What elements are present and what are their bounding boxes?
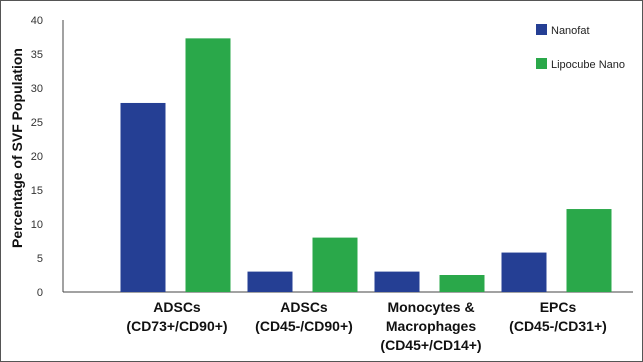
x-category-label-line: Monocytes & [387, 299, 474, 315]
y-tick-label: 20 [31, 151, 43, 163]
legend-label: Nanofat [551, 25, 590, 37]
legend-swatch [536, 24, 547, 35]
legend-label: Lipocube Nano [551, 59, 625, 71]
y-tick-label: 10 [31, 219, 43, 231]
legend-swatch [536, 58, 547, 69]
x-category-label-line: ADSCs [153, 299, 201, 315]
x-category-label: ADSCs (CD45-/CD90+) [255, 299, 353, 334]
bar-nanofat-3 [501, 252, 547, 292]
x-category-label-line: ADSCs [280, 299, 328, 315]
y-tick-label: 15 [31, 185, 43, 197]
bar-lipocube-nano-0 [185, 38, 231, 292]
y-tick-label: 30 [31, 83, 43, 95]
y-tick-label: 5 [37, 253, 43, 265]
y-tick-label: 35 [31, 49, 43, 61]
bar-lipocube-nano-1 [312, 237, 358, 292]
x-category-label: ADSCs (CD73+/CD90+) [126, 299, 227, 334]
x-category-label: Monocytes & Macrophages (CD45+/CD14+) [380, 299, 481, 353]
bar-lipocube-nano-3 [566, 209, 612, 292]
y-tick-label: 0 [37, 287, 43, 299]
bars [120, 38, 612, 293]
bar-nanofat-2 [374, 271, 420, 292]
x-category-label: EPCs (CD45-/CD31+) [509, 299, 607, 334]
bar-nanofat-1 [247, 271, 293, 292]
x-category-label-line: (CD45-/CD31+) [509, 318, 607, 334]
x-category-label-line: (CD45+/CD14+) [380, 337, 481, 353]
x-category-label-line: (CD45-/CD90+) [255, 318, 353, 334]
y-tick-label: 40 [31, 15, 43, 27]
y-ticks: 0 5 10 15 20 25 30 35 40 [31, 15, 43, 299]
y-tick-label: 25 [31, 117, 43, 129]
bar-nanofat-0 [120, 102, 166, 293]
x-category-label-line: Macrophages [386, 318, 476, 334]
x-category-label-line: (CD73+/CD90+) [126, 318, 227, 334]
y-axis-title: Percentage of SVF Population [9, 48, 25, 248]
x-category-labels: ADSCs (CD73+/CD90+) ADSCs (CD45-/CD90+) Mono… [126, 299, 606, 353]
bar-lipocube-nano-2 [439, 275, 485, 292]
x-category-label-line: EPCs [540, 299, 577, 315]
legend: Nanofat Lipocube Nano [536, 24, 625, 71]
